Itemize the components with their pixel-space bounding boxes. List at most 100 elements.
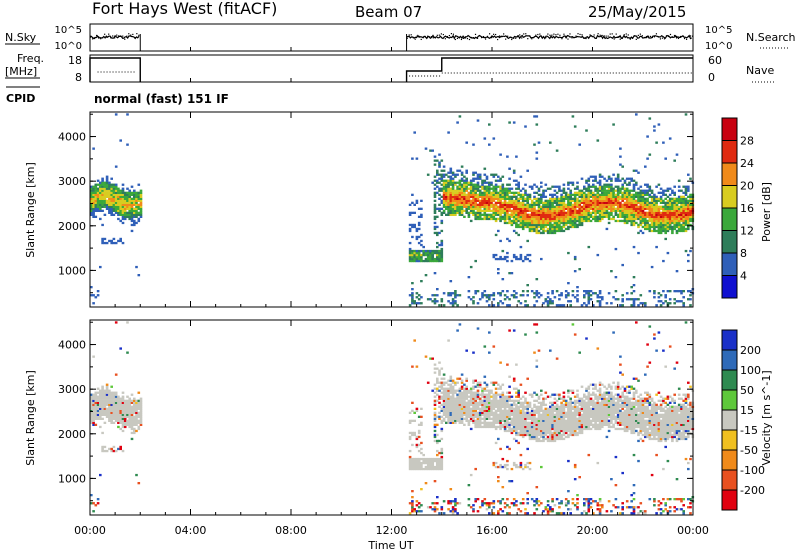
power-cell (551, 226, 554, 228)
power-cell (434, 176, 437, 178)
velocity-cell (526, 416, 529, 418)
power-cell (592, 206, 595, 208)
power-cell (549, 212, 552, 214)
power-cell (502, 176, 505, 178)
velocity-cell (438, 406, 441, 408)
power-cell (101, 202, 104, 204)
power-cell (533, 214, 536, 216)
power-cell (529, 196, 532, 198)
velocity-cell (416, 500, 419, 502)
velocity-cell (445, 400, 448, 402)
velocity-cell (481, 410, 484, 412)
power-cell (113, 194, 116, 196)
power-cell (671, 206, 674, 208)
velocity-cell (126, 352, 129, 354)
power-cell (459, 170, 462, 172)
power-cell (637, 212, 640, 214)
velocity-cell (434, 436, 437, 438)
noise-search-dot (664, 38, 665, 39)
noise-search-dot (579, 34, 580, 35)
power-cell (578, 194, 581, 196)
power-cell (667, 224, 670, 226)
power-cell (526, 304, 529, 306)
noise-search-dot (634, 35, 635, 36)
power-cell (450, 214, 453, 216)
power-cell (538, 188, 541, 190)
velocity-cell (113, 408, 116, 410)
noise-search-dot (443, 34, 444, 35)
velocity-cell (461, 404, 464, 406)
power-cell (434, 302, 437, 304)
velocity-cell (97, 498, 100, 500)
velocity-cell (95, 408, 98, 410)
power-cell (533, 208, 536, 210)
power-cell (515, 156, 518, 158)
velocity-cell (409, 460, 412, 462)
velocity-cell (545, 434, 548, 436)
power-cell (536, 300, 539, 302)
velocity-cell (427, 468, 430, 470)
power-cell (556, 198, 559, 200)
power-cell (682, 208, 685, 210)
velocity-cell (493, 406, 496, 408)
power-cell (420, 244, 423, 246)
power-cell (551, 290, 554, 292)
power-cell (608, 198, 611, 200)
velocity-cell (490, 400, 493, 402)
power-cell (633, 208, 636, 210)
power-cell (608, 200, 611, 202)
power-cell (461, 196, 464, 198)
velocity-cell (517, 408, 520, 410)
velocity-cell (499, 464, 502, 466)
power-cell (526, 224, 529, 226)
power-cell (542, 194, 545, 196)
power-cell (493, 298, 496, 300)
velocity-cell (511, 502, 514, 504)
velocity-cell (434, 364, 437, 366)
power-cell (452, 192, 455, 194)
noise-search-dot (499, 35, 500, 36)
power-cell (484, 168, 487, 170)
power-cell (119, 240, 122, 242)
power-cell (533, 228, 536, 230)
power-cell (533, 210, 536, 212)
power-cell (531, 202, 534, 204)
velocity-cell (106, 408, 109, 410)
power-cell (642, 218, 645, 220)
power-cell (583, 296, 586, 298)
power-cell (655, 230, 658, 232)
velocity-cell (542, 400, 545, 402)
velocity-cell (504, 400, 507, 402)
power-cell (493, 218, 496, 220)
power-cell (526, 194, 529, 196)
velocity-cell (515, 396, 518, 398)
velocity-cell (420, 462, 423, 464)
power-cell (626, 208, 629, 210)
power-cell (685, 214, 688, 216)
power-cell (101, 192, 104, 194)
power-cell (441, 202, 444, 204)
power-cell (416, 254, 419, 256)
velocity-cell (95, 424, 98, 426)
freq-trace (407, 58, 693, 82)
power-cell (560, 208, 563, 210)
power-cell (411, 288, 414, 290)
power-cell (463, 196, 466, 198)
noise-search-dot (662, 38, 663, 39)
power-cell (689, 210, 692, 212)
power-cell (522, 214, 525, 216)
power-cell (479, 204, 482, 206)
velocity-cell (526, 378, 529, 380)
power-cell (644, 200, 647, 202)
power-cell (660, 226, 663, 228)
freq-trace (90, 58, 140, 82)
velocity-cell (122, 392, 125, 394)
power-cell (101, 242, 104, 244)
velocity-cell (416, 436, 419, 438)
power-cell (664, 296, 667, 298)
power-cell (411, 300, 414, 302)
power-cell (486, 196, 489, 198)
power-cell (497, 292, 500, 294)
power-cell (653, 194, 656, 196)
